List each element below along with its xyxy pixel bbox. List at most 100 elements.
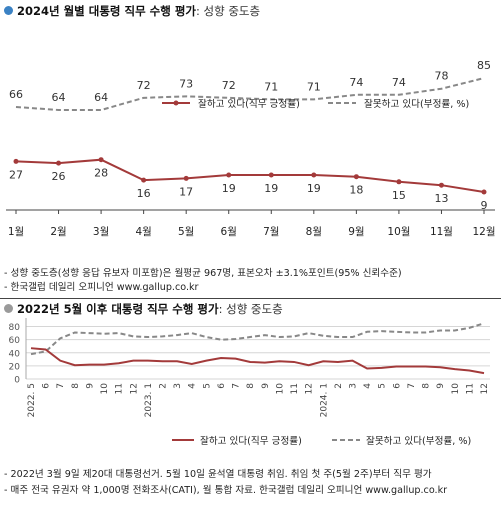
bottom-legend-negative-label: 잘못하고 있다(부정률, %)	[366, 435, 471, 447]
top-negative-data-label: 78	[434, 70, 448, 83]
top-note-1: - 성향 중도층(성향 응답 유보자 미포함)은 월평균 967명, 표본오차 …	[4, 268, 402, 279]
bottom-series-positive-line	[30, 347, 485, 375]
bottom-x-tick-label: 8	[246, 383, 256, 389]
bottom-y-tick-label: 80	[9, 323, 21, 333]
bottom-x-tick-label: 9	[436, 383, 446, 389]
top-positive-point	[183, 175, 189, 181]
bottom-x-tick-label: 3	[173, 383, 183, 389]
top-positive-data-label: 15	[392, 189, 406, 202]
bottom-x-tick-label: 12	[129, 383, 139, 394]
top-x-tick-label: 8월	[306, 226, 322, 238]
bottom-x-tick-label: 2022. 5	[27, 383, 37, 417]
top-positive-point	[226, 172, 232, 178]
top-title-sub: : 성향 중도층	[195, 4, 261, 18]
top-series-negative-line	[15, 77, 485, 111]
top-positive-data-label: 19	[264, 182, 278, 195]
top-series-positive-line	[15, 158, 485, 193]
top-positive-data-label: 9	[481, 199, 488, 212]
top-x-tick-label: 9월	[348, 226, 364, 238]
top-negative-data-label: 71	[264, 80, 278, 93]
top-positive-data-label: 19	[222, 182, 236, 195]
bottom-x-tick-label: 6	[392, 383, 402, 389]
top-line-chart: 1월 2월 3월 4월 5월 6월 7월 8월 9월 10월 11월 12월 66 64 64 72 73 72 7…	[6, 59, 496, 238]
top-positive-point	[13, 158, 19, 164]
blue-dot-icon	[4, 6, 13, 15]
bottom-note-1: - 2022년 3월 9일 제20대 대통령선거. 5월 10일 윤석열 대통령…	[4, 469, 432, 480]
top-title-main: 2024년 월별 대통령 직무 수행 평가	[17, 4, 196, 18]
top-negative-data-label: 74	[349, 76, 363, 89]
top-legend-positive-marker	[173, 100, 179, 106]
bottom-x-tick-label: 2	[159, 383, 169, 389]
bottom-x-tick-label: 11	[115, 383, 125, 394]
top-positive-point	[98, 157, 104, 163]
bottom-x-tick-label: 7	[56, 383, 66, 389]
bottom-y-tick-label: 20	[9, 362, 21, 372]
top-positive-data-label: 16	[137, 187, 151, 200]
bottom-note-2: - 매주 전국 유권자 약 1,000명 전화조사(CATI), 월 통합 자료…	[4, 485, 448, 496]
bottom-x-tick-label: 2023. 1	[144, 383, 154, 417]
top-positive-point	[353, 174, 359, 180]
gray-dot-icon	[4, 304, 13, 313]
bottom-x-tick-label: 6	[217, 383, 227, 389]
bottom-x-tick-label: 10	[451, 383, 461, 395]
top-positive-data-label: 28	[94, 167, 108, 180]
top-positive-data-label: 18	[349, 184, 363, 197]
bottom-x-tick-label: 11	[290, 383, 300, 394]
top-negative-data-label: 66	[9, 88, 23, 101]
bottom-x-tick-label: 8	[71, 383, 81, 389]
top-x-tick-label: 1월	[8, 226, 24, 238]
top-chart-title: 2024년 월별 대통령 직무 수행 평가: 성향 중도층	[4, 3, 260, 19]
bottom-x-tick-label: 7	[407, 383, 417, 389]
top-legend-positive-label: 잘하고 있다(직무 긍정률)	[198, 98, 300, 110]
top-positive-point	[56, 160, 62, 166]
top-x-tick-label: 4월	[135, 226, 151, 238]
top-positive-data-label: 17	[179, 185, 193, 198]
bottom-x-tick-label: 5	[202, 383, 212, 389]
top-positive-data-label: 13	[434, 192, 448, 205]
top-x-tick-label: 6월	[221, 226, 237, 238]
bottom-x-tick-label: 9	[261, 383, 271, 389]
top-negative-data-label: 72	[222, 79, 236, 92]
top-x-tick-label: 5월	[178, 226, 194, 238]
top-negative-data-label: 74	[392, 76, 406, 89]
bottom-x-tick-label: 12	[305, 383, 315, 394]
top-positive-data-label: 27	[9, 168, 23, 181]
bottom-x-tick-label: 8	[422, 383, 432, 389]
bottom-x-tick-label: 11	[465, 383, 475, 394]
top-x-tick-label: 2월	[50, 226, 66, 238]
top-x-tick-label: 11월	[430, 226, 453, 238]
top-negative-data-label: 71	[307, 80, 321, 93]
bottom-x-tick-label: 10	[100, 383, 110, 395]
top-positive-point	[481, 189, 487, 195]
bottom-chart-title: 2022년 5월 이후 대통령 직무 수행 평가: 성향 중도층	[4, 301, 283, 317]
bottom-x-tick-label: 3	[348, 383, 358, 389]
top-negative-data-label: 64	[94, 91, 108, 104]
top-x-tick-label: 10월	[387, 226, 410, 238]
bottom-title-main: 2022년 5월 이후 대통령 직무 수행 평가	[17, 302, 219, 316]
top-x-tick-label: 7월	[263, 226, 279, 238]
section-divider	[0, 298, 501, 299]
bottom-series-negative-line	[30, 322, 485, 356]
bottom-x-tick-label: 10	[275, 383, 285, 395]
bottom-legend-positive-label: 잘하고 있다(직무 긍정률)	[200, 435, 302, 447]
bottom-y-tick-label: 0	[14, 376, 20, 386]
top-negative-data-label: 73	[179, 77, 193, 90]
bottom-x-tick-label: 2	[334, 383, 344, 389]
top-negative-data-label: 64	[52, 91, 66, 104]
top-positive-point	[396, 179, 402, 185]
top-x-tick-label: 12월	[472, 226, 495, 238]
bottom-x-tick-label: 9	[85, 383, 95, 389]
bottom-x-tick-label: 6	[42, 383, 52, 389]
top-positive-point	[311, 172, 317, 178]
bottom-x-tick-label: 12	[480, 383, 490, 394]
bottom-title-sub: : 성향 중도층	[218, 302, 283, 316]
bottom-x-tick-label: 2024. 1	[319, 383, 329, 417]
top-positive-point	[141, 177, 147, 183]
bottom-y-tick-label: 60	[9, 336, 21, 346]
bottom-x-tick-label: 4	[363, 383, 373, 389]
top-positive-data-label: 19	[307, 182, 321, 195]
top-positive-point	[268, 172, 274, 178]
top-x-tick-label: 3월	[93, 226, 109, 238]
top-positive-data-label: 26	[52, 170, 66, 183]
